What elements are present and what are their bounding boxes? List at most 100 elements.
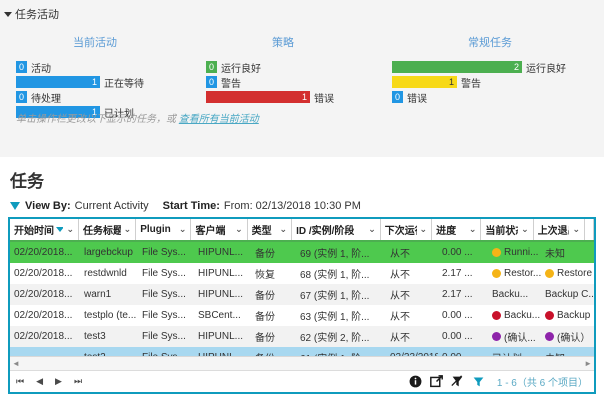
column-header-plugin[interactable]: Plugin ⌄ (136, 219, 192, 240)
chevron-down-icon[interactable]: ⌄ (279, 224, 288, 234)
previous-page-icon[interactable]: ◀ (36, 376, 44, 386)
collapse-caret-icon[interactable] (4, 11, 12, 17)
table-row[interactable]: 02/20/2018... warn1 File Sys... HIPUNL... 备份… (10, 284, 594, 305)
info-icon[interactable] (409, 375, 422, 388)
table-cell: 02/20/2018... (10, 310, 80, 321)
cell-text: 61 (实例 1, 阶... (300, 350, 369, 356)
last-page-icon[interactable]: ⏭ (73, 376, 83, 386)
status-dot (492, 269, 501, 278)
bars-regular-tasks: 2 运行良好 1 警告 0 错误 (376, 61, 604, 105)
bar-row[interactable]: 0 错误 (392, 91, 604, 105)
table-cell: Runni... (488, 247, 541, 258)
column-header-client[interactable]: 客户端 ⌄ (191, 219, 248, 240)
bar-label: 错误 (314, 93, 334, 105)
chevron-down-icon[interactable]: ⌄ (368, 224, 376, 234)
column-header-last-exit-status[interactable]: 上次退出状态 ⌄ (534, 219, 585, 240)
edit-icon[interactable] (429, 375, 443, 388)
cell-text: 69 (实例 1, 阶... (300, 249, 370, 260)
table-cell: 69 (实例 1, 阶... (296, 245, 386, 260)
scroll-left-icon[interactable]: ◄ (12, 359, 20, 368)
chevron-down-icon[interactable]: ⌄ (66, 224, 75, 234)
bar-row[interactable]: 1 警告 (392, 76, 604, 90)
column-header-start-time[interactable]: 开始时间 ⌄ (10, 219, 80, 240)
cell-text: HIPUNL... (198, 268, 244, 279)
bar-row[interactable]: 1 已计划 (16, 106, 190, 120)
table-cell: 未知 (541, 350, 593, 356)
table-row[interactable]: test2 File Sys... HIPUNL... 备份 61 (实例 1, 阶..… (10, 347, 594, 356)
table-cell: 2.17 ... (438, 289, 488, 300)
column-header-next-run[interactable]: 下次运行时 ⌄ (381, 219, 433, 240)
first-page-icon[interactable]: ⏮ (16, 376, 25, 386)
column-header-id-instance-phase[interactable]: ID /实例/阶段 ⌄ (292, 219, 381, 240)
item-count-text: 1 - 6（共 6 个项目） (496, 378, 588, 389)
cell-text: 备份 (255, 291, 275, 302)
cell-text: 备份 (255, 333, 275, 344)
table-row[interactable]: 02/20/2018... test3 File Sys... HIPUNL... 备份… (10, 326, 594, 347)
chevron-down-icon[interactable]: ⌄ (178, 224, 187, 234)
cell-text: File Sys... (142, 310, 186, 321)
cell-text: File Sys... (142, 352, 186, 356)
column-header-label: 任务标题 (83, 226, 121, 237)
chevron-down-icon[interactable]: ⌄ (419, 224, 428, 234)
cell-text: 从不 (390, 270, 410, 281)
bar-row[interactable]: 0 运行良好 (206, 61, 376, 75)
column-header-current-status[interactable]: 当前状态 ⌄ (481, 219, 534, 240)
table-cell: Backup C... (541, 289, 593, 300)
table-cell: test3 (80, 331, 138, 342)
chevron-down-icon[interactable]: ⌄ (235, 224, 243, 234)
filter-icon[interactable] (472, 375, 485, 388)
chart-regular-tasks: 常规任务 2 运行良好 1 警告 0 错误 (376, 34, 604, 121)
viewby-value[interactable]: Current Activity (74, 200, 149, 212)
bar-value: 0 (206, 61, 217, 73)
table-cell: 已计划 (488, 350, 541, 356)
bar-value: 0 (16, 61, 27, 73)
table-cell: 67 (实例 1, 阶... (296, 287, 386, 302)
filter-icon[interactable] (10, 202, 20, 210)
chevron-down-icon[interactable]: ⌄ (123, 224, 132, 234)
chart-current-activity: 当前活动 0 活动 1 正在等待 0 待处理 1 已计划 (0, 34, 190, 121)
bar-row[interactable]: 2 运行良好 (392, 61, 604, 75)
table-cell: 02/23/2018 ... (386, 352, 438, 356)
chevron-down-icon[interactable]: ⌄ (521, 224, 529, 234)
table-cell: Backu... (488, 289, 541, 300)
panel-title-text: 任务活动 (15, 9, 59, 21)
scroll-right-icon[interactable]: ► (584, 359, 592, 368)
clear-filter-icon[interactable] (451, 375, 464, 388)
footer-actions: 1 - 6（共 6 个项目） (409, 374, 588, 389)
table-row[interactable]: 02/20/2018... restdwnld File Sys... HIPUNL.… (10, 263, 594, 284)
horizontal-scrollbar[interactable]: ◄ ► (10, 356, 594, 370)
horizontal-scroll-track[interactable] (20, 359, 584, 369)
cell-text: 从不 (390, 291, 410, 302)
tasks-grid: 开始时间 ⌄ 任务标题 ⌄ Plugin ⌄ 客户端 ⌄ 类型 ⌄ ID /实例… (8, 217, 596, 394)
column-header-type[interactable]: 类型 ⌄ (248, 219, 293, 240)
bar-row[interactable]: 0 待处理 (16, 91, 190, 105)
table-cell: 从不 (386, 308, 438, 323)
cell-text: 63 (实例 1, 阶... (300, 312, 370, 323)
cell-text: 0.00 ... (442, 310, 473, 321)
cell-text: 0.00 ... (442, 247, 473, 258)
column-header-progress[interactable]: 进度 ⌄ (432, 219, 482, 240)
chevron-down-icon[interactable]: ⌄ (572, 224, 580, 234)
table-row[interactable]: 02/20/2018... testplo (te... File Sys... SB… (10, 305, 594, 326)
bar-row[interactable]: 0 警告 (206, 76, 376, 90)
column-header-spacer (585, 219, 594, 240)
view-all-current-activity-link[interactable]: 查看所有当前活动 (178, 114, 259, 125)
cell-text: 62 (实例 2, 阶... (300, 333, 370, 344)
chevron-down-icon[interactable]: ⌄ (468, 224, 477, 234)
column-header-task-title[interactable]: 任务标题 ⌄ (79, 219, 137, 240)
bar-row[interactable]: 1 正在等待 (16, 76, 190, 90)
column-header-label: 开始时间 (14, 226, 54, 237)
bar-value: 1 (16, 76, 100, 88)
next-page-icon[interactable]: ▶ (55, 376, 62, 386)
chart-title-current-activity: 当前活动 (73, 37, 117, 49)
panel-header[interactable]: 任务活动 (0, 6, 604, 22)
table-row[interactable]: 02/20/2018... largebckup File Sys... HIPUNL… (10, 242, 594, 263)
bar-row[interactable]: 0 活动 (16, 61, 190, 75)
starttime-value[interactable]: From: 02/13/2018 10:30 PM (223, 200, 361, 212)
tasks-section: 任务 View By: Current Activity Start Time:… (0, 157, 604, 394)
chart-title-policies: 策略 (272, 37, 294, 49)
table-cell: File Sys... (138, 352, 194, 356)
bar-row[interactable]: 1 错误 (206, 91, 376, 105)
cell-text: 02/23/2018 ... (390, 352, 438, 356)
viewby-label: View By: (25, 200, 71, 212)
